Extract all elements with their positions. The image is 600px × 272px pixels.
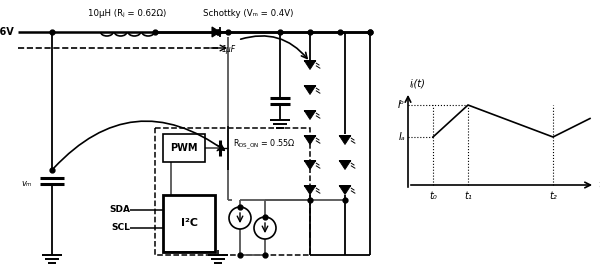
- Text: t₀: t₀: [429, 191, 437, 201]
- Text: t₂: t₂: [549, 191, 557, 201]
- Polygon shape: [339, 135, 351, 144]
- Text: vₘ: vₘ: [22, 178, 32, 187]
- Polygon shape: [339, 160, 351, 169]
- Text: PWM: PWM: [170, 143, 198, 153]
- Polygon shape: [212, 27, 220, 37]
- Text: iⱼ(t): iⱼ(t): [410, 79, 426, 89]
- Text: I²C: I²C: [181, 218, 197, 228]
- Text: t₁: t₁: [464, 191, 472, 201]
- Text: t: t: [598, 180, 600, 190]
- Polygon shape: [304, 85, 316, 94]
- Text: Schottky (Vₘ = 0.4V): Schottky (Vₘ = 0.4V): [203, 9, 293, 18]
- Text: 10μH (Rⱼ = 0.62Ω): 10μH (Rⱼ = 0.62Ω): [88, 9, 166, 18]
- Bar: [163, 195, 215, 252]
- Polygon shape: [304, 135, 316, 144]
- Text: Iₐ: Iₐ: [398, 132, 405, 142]
- Text: Iᵇ: Iᵇ: [398, 100, 405, 110]
- Text: R$_{\rm DS\_ON}$ = 0.55Ω: R$_{\rm DS\_ON}$ = 0.55Ω: [233, 138, 296, 152]
- Text: 1μF: 1μF: [222, 45, 236, 54]
- Polygon shape: [304, 60, 316, 70]
- Text: SCL: SCL: [111, 224, 130, 233]
- Polygon shape: [304, 110, 316, 119]
- Polygon shape: [339, 186, 351, 194]
- Bar: [163, 134, 205, 162]
- Text: 3.6V: 3.6V: [0, 27, 14, 37]
- Polygon shape: [304, 186, 316, 194]
- Bar: [155, 128, 310, 255]
- Text: SDA: SDA: [109, 206, 130, 215]
- Polygon shape: [304, 160, 316, 169]
